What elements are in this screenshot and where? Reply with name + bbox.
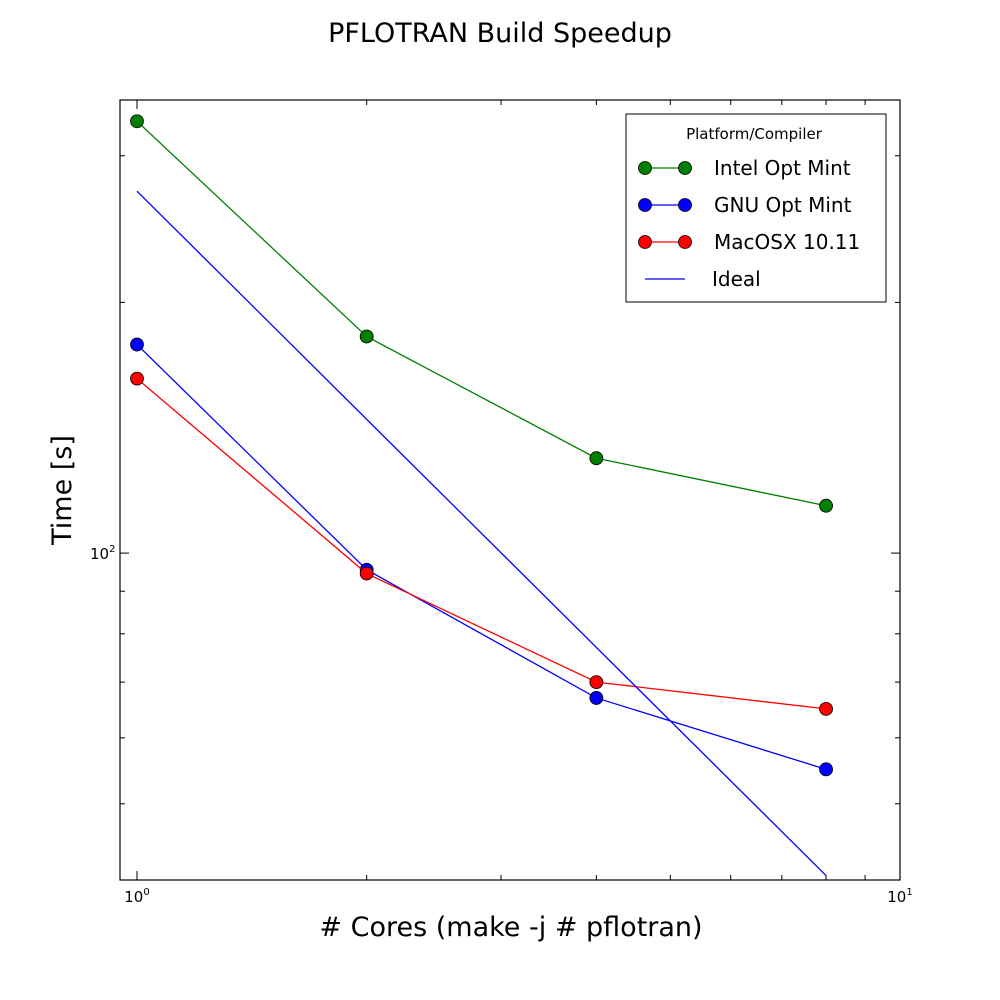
x-axis-label: # Cores (make -j # pflotran) <box>319 912 702 943</box>
legend-marker <box>638 161 652 175</box>
x-tick-label: 101 <box>887 887 912 906</box>
data-point <box>130 114 144 129</box>
series-0 <box>130 114 833 513</box>
legend-title: Platform/Compiler <box>686 125 823 143</box>
data-point <box>819 701 833 716</box>
tick-base: 10 <box>887 888 906 906</box>
tick-exponent: 1 <box>906 887 912 898</box>
data-point <box>819 498 833 513</box>
legend-label: Ideal <box>712 267 761 291</box>
legend-marker <box>638 235 652 249</box>
data-point <box>589 691 604 705</box>
tick-exponent: 2 <box>109 544 115 555</box>
legend-entry: Ideal <box>645 267 761 291</box>
data-point <box>589 451 604 466</box>
series-line <box>136 190 827 877</box>
chart-title: PFLOTRAN Build Speedup <box>328 18 672 49</box>
x-tick-label: 100 <box>124 887 149 906</box>
legend-box <box>625 113 887 303</box>
legend-marker <box>678 161 692 175</box>
legend-entry: Intel Opt Mint <box>638 156 851 180</box>
data-point <box>819 762 833 777</box>
series-line <box>136 378 827 710</box>
legend-entry: GNU Opt Mint <box>638 193 852 217</box>
series-line <box>136 344 827 770</box>
legend-marker <box>678 235 692 249</box>
series-layer <box>130 114 833 877</box>
data-point <box>130 337 144 352</box>
data-point <box>359 329 374 344</box>
data-point <box>359 566 374 581</box>
legend-label: MacOSX 10.11 <box>714 230 860 254</box>
tick-base: 10 <box>90 545 109 563</box>
legend-entry: MacOSX 10.11 <box>638 230 860 254</box>
legend-label: Intel Opt Mint <box>714 156 851 180</box>
data-point <box>589 675 604 689</box>
tick-exponent: 0 <box>143 887 149 898</box>
series-3 <box>136 190 827 877</box>
axes-frame <box>119 99 901 881</box>
y-tick-label: 102 <box>90 544 115 563</box>
data-point <box>130 371 144 386</box>
legend-marker <box>638 198 652 212</box>
tick-base: 10 <box>124 888 143 906</box>
legend: Platform/Compiler Intel Opt Mint GNU Opt M… <box>625 113 887 303</box>
legend-label: GNU Opt Mint <box>714 193 852 217</box>
legend-marker <box>678 198 692 212</box>
series-line <box>136 120 827 507</box>
series-2 <box>130 371 833 716</box>
y-axis-label: Time [s] <box>47 435 78 546</box>
